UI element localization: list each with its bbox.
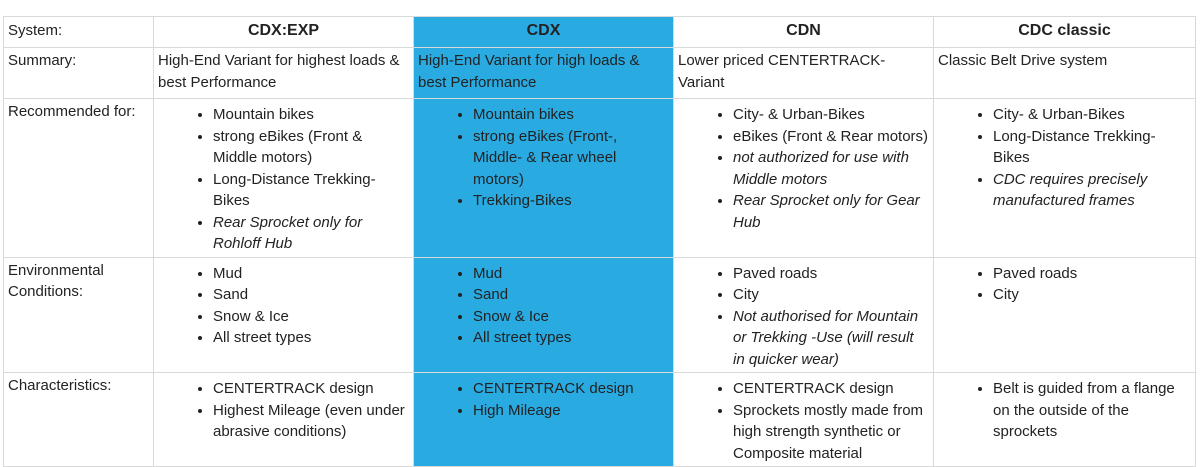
list-item: Highest Mileage (even under abrasive con… [213,400,409,443]
bullet-list: City- & Urban-BikesLong-Distance Trekkin… [938,104,1191,212]
row-label-recommended: Recommended for: [3,98,154,258]
characteristics-cell-cdn: CENTERTRACK designSprockets mostly made … [673,372,934,467]
bullet-list: MudSandSnow & IceAll street types [418,263,669,349]
bullet-list: Paved roadsCityNot authorised for Mounta… [678,263,929,371]
list-item: Long-Distance Trekking-Bikes [213,169,409,212]
list-item: All street types [473,327,669,349]
row-label-system: System: [3,16,154,48]
environment-cell-cdn: Paved roadsCityNot authorised for Mounta… [673,256,934,373]
column-header-cdx-exp: CDX:EXP [153,16,414,48]
list-item: City [733,284,929,306]
column-header-cdx: CDX [413,16,674,48]
bullet-list: CENTERTRACK designSprockets mostly made … [678,378,929,464]
list-item: Mountain bikes [473,104,669,126]
list-item: High Mileage [473,400,669,422]
list-item: City- & Urban-Bikes [733,104,929,126]
bullet-list: MudSandSnow & IceAll street types [158,263,409,349]
list-item: Sand [473,284,669,306]
summary-cell-cdx: High-End Variant for high loads & best P… [413,47,674,99]
list-item: All street types [213,327,409,349]
list-item: Long-Distance Trekking-Bikes [993,126,1191,169]
list-item: Sand [213,284,409,306]
comparison-table: System: CDX:EXP CDX CDN CDC classic Summ… [3,16,1196,467]
characteristics-row: Characteristics: CENTERTRACK designHighe… [3,372,1196,467]
column-header-cdn: CDN [673,16,934,48]
list-item: CENTERTRACK design [213,378,409,400]
recommended-cell-cdn: City- & Urban-BikeseBikes (Front & Rear … [673,98,934,258]
bullet-list: CENTERTRACK designHigh Mileage [418,378,669,421]
recommended-cell-cdc-classic: City- & Urban-BikesLong-Distance Trekkin… [933,98,1196,258]
bullet-list: Mountain bikesstrong eBikes (Front-, Mid… [418,104,669,212]
row-label-characteristics: Characteristics: [3,372,154,467]
list-item: CENTERTRACK design [473,378,669,400]
list-item: Trekking-Bikes [473,190,669,212]
environment-cell-cdc-classic: Paved roadsCity [933,256,1196,373]
bullet-list: Mountain bikesstrong eBikes (Front & Mid… [158,104,409,255]
environment-cell-cdx: MudSandSnow & IceAll street types [413,256,674,373]
list-item: Mountain bikes [213,104,409,126]
list-item: Rear Sprocket only for Rohloff Hub [213,212,409,255]
summary-cell-cdn: Lower priced CENTERTRACK- Variant [673,47,934,99]
bullet-list: City- & Urban-BikeseBikes (Front & Rear … [678,104,929,233]
header-row: System: CDX:EXP CDX CDN CDC classic [3,16,1196,48]
summary-cell-cdx-exp: High-End Variant for highest loads & bes… [153,47,414,99]
recommended-cell-cdx-exp: Mountain bikesstrong eBikes (Front & Mid… [153,98,414,258]
recommended-cell-cdx: Mountain bikesstrong eBikes (Front-, Mid… [413,98,674,258]
list-item: Paved roads [993,263,1191,285]
characteristics-cell-cdx: CENTERTRACK designHigh Mileage [413,372,674,467]
list-item: Sprockets mostly made from high strength… [733,400,929,465]
bullet-list: Paved roadsCity [938,263,1191,306]
list-item: strong eBikes (Front & Middle motors) [213,126,409,169]
summary-cell-cdc-classic: Classic Belt Drive system [933,47,1196,99]
list-item: Belt is guided from a flange on the outs… [993,378,1191,443]
recommended-row: Recommended for: Mountain bikesstrong eB… [3,98,1196,258]
environment-cell-cdx-exp: MudSandSnow & IceAll street types [153,256,414,373]
list-item: eBikes (Front & Rear motors) [733,126,929,148]
list-item: Not authorised for Mountain or Trekking … [733,306,929,371]
list-item: Snow & Ice [213,306,409,328]
summary-row: Summary: High-End Variant for highest lo… [3,47,1196,99]
list-item: Paved roads [733,263,929,285]
bullet-list: CENTERTRACK designHighest Mileage (even … [158,378,409,443]
list-item: Snow & Ice [473,306,669,328]
column-header-cdc-classic: CDC classic [933,16,1196,48]
list-item: Mud [213,263,409,285]
bullet-list: Belt is guided from a flange on the outs… [938,378,1191,443]
list-item: CENTERTRACK design [733,378,929,400]
list-item: CDC requires precisely manufactured fram… [993,169,1191,212]
characteristics-cell-cdx-exp: CENTERTRACK designHighest Mileage (even … [153,372,414,467]
list-item: Rear Sprocket only for Gear Hub [733,190,929,233]
list-item: strong eBikes (Front-, Middle- & Rear wh… [473,126,669,191]
list-item: Mud [473,263,669,285]
row-label-summary: Summary: [3,47,154,99]
list-item: City- & Urban-Bikes [993,104,1191,126]
list-item: not authorized for use with Middle motor… [733,147,929,190]
environment-row: Environmental Conditions: MudSandSnow & … [3,256,1196,373]
row-label-environment: Environmental Conditions: [3,256,154,373]
list-item: City [993,284,1191,306]
characteristics-cell-cdc-classic: Belt is guided from a flange on the outs… [933,372,1196,467]
